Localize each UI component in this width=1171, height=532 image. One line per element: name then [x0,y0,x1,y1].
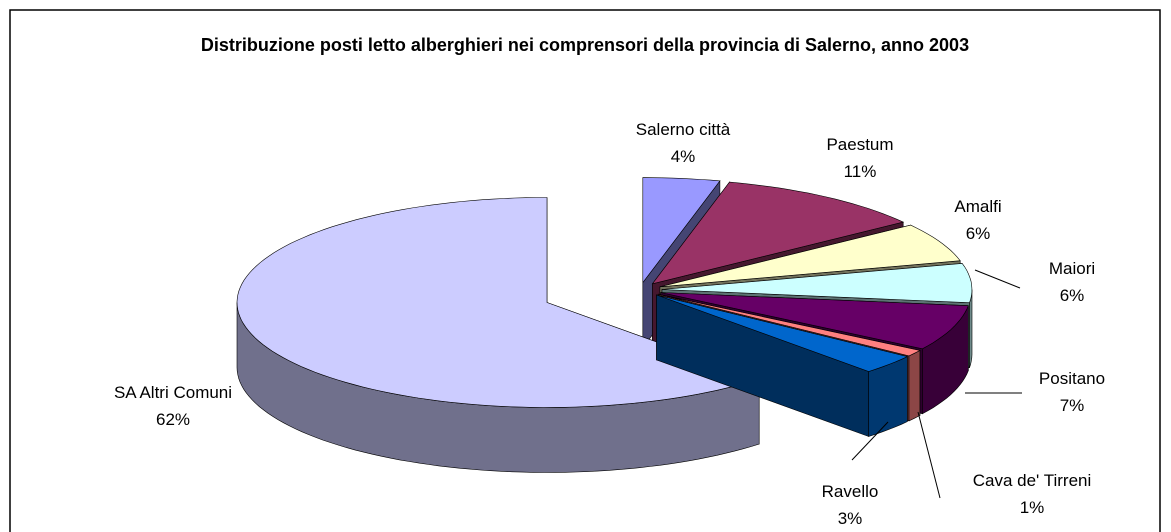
slice-label: Paestum [826,135,893,154]
slice [236,197,761,408]
slice-side [908,350,921,422]
slice [660,292,969,350]
slice-value-label: 1% [1020,498,1045,517]
slice-value-label: 11% [844,162,877,181]
slice-label: Salerno città [636,120,731,139]
slice-value-label: 4% [671,147,696,166]
slice [661,263,973,304]
slice-label: Maiori [1049,259,1095,278]
slice-value-label: 62% [156,410,190,429]
slice [651,181,905,285]
slice-label: Amalfi [954,197,1001,216]
slice [658,293,921,357]
slice-value-label: 6% [966,224,991,243]
slice-label: Cava de' Tirreni [973,471,1092,490]
leader-line [974,269,1021,289]
slice-value-label: 3% [838,509,863,528]
slice-value-label: 6% [1060,286,1085,305]
slice [642,177,721,284]
slice [656,294,909,372]
slice [659,224,961,288]
leader-line [851,421,889,461]
slice-label: Ravello [822,482,879,501]
slice-value-label: 7% [1060,396,1085,415]
slice-label: SA Altri Comuni [114,383,232,402]
chart-border [9,9,1161,532]
chart-title: Distribuzione posti letto alberghieri ne… [200,35,970,55]
slice-label: Positano [1039,369,1105,388]
leader-line [917,411,941,499]
